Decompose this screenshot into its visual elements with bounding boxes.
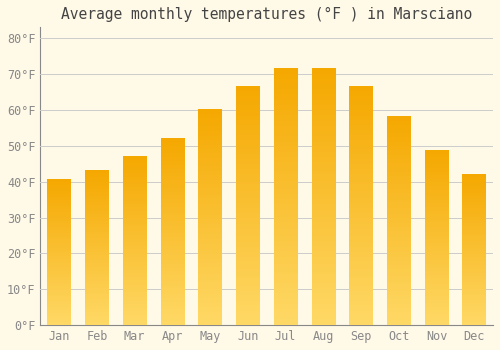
Title: Average monthly temperatures (°F ) in Marsciano: Average monthly temperatures (°F ) in Ma… (61, 7, 472, 22)
